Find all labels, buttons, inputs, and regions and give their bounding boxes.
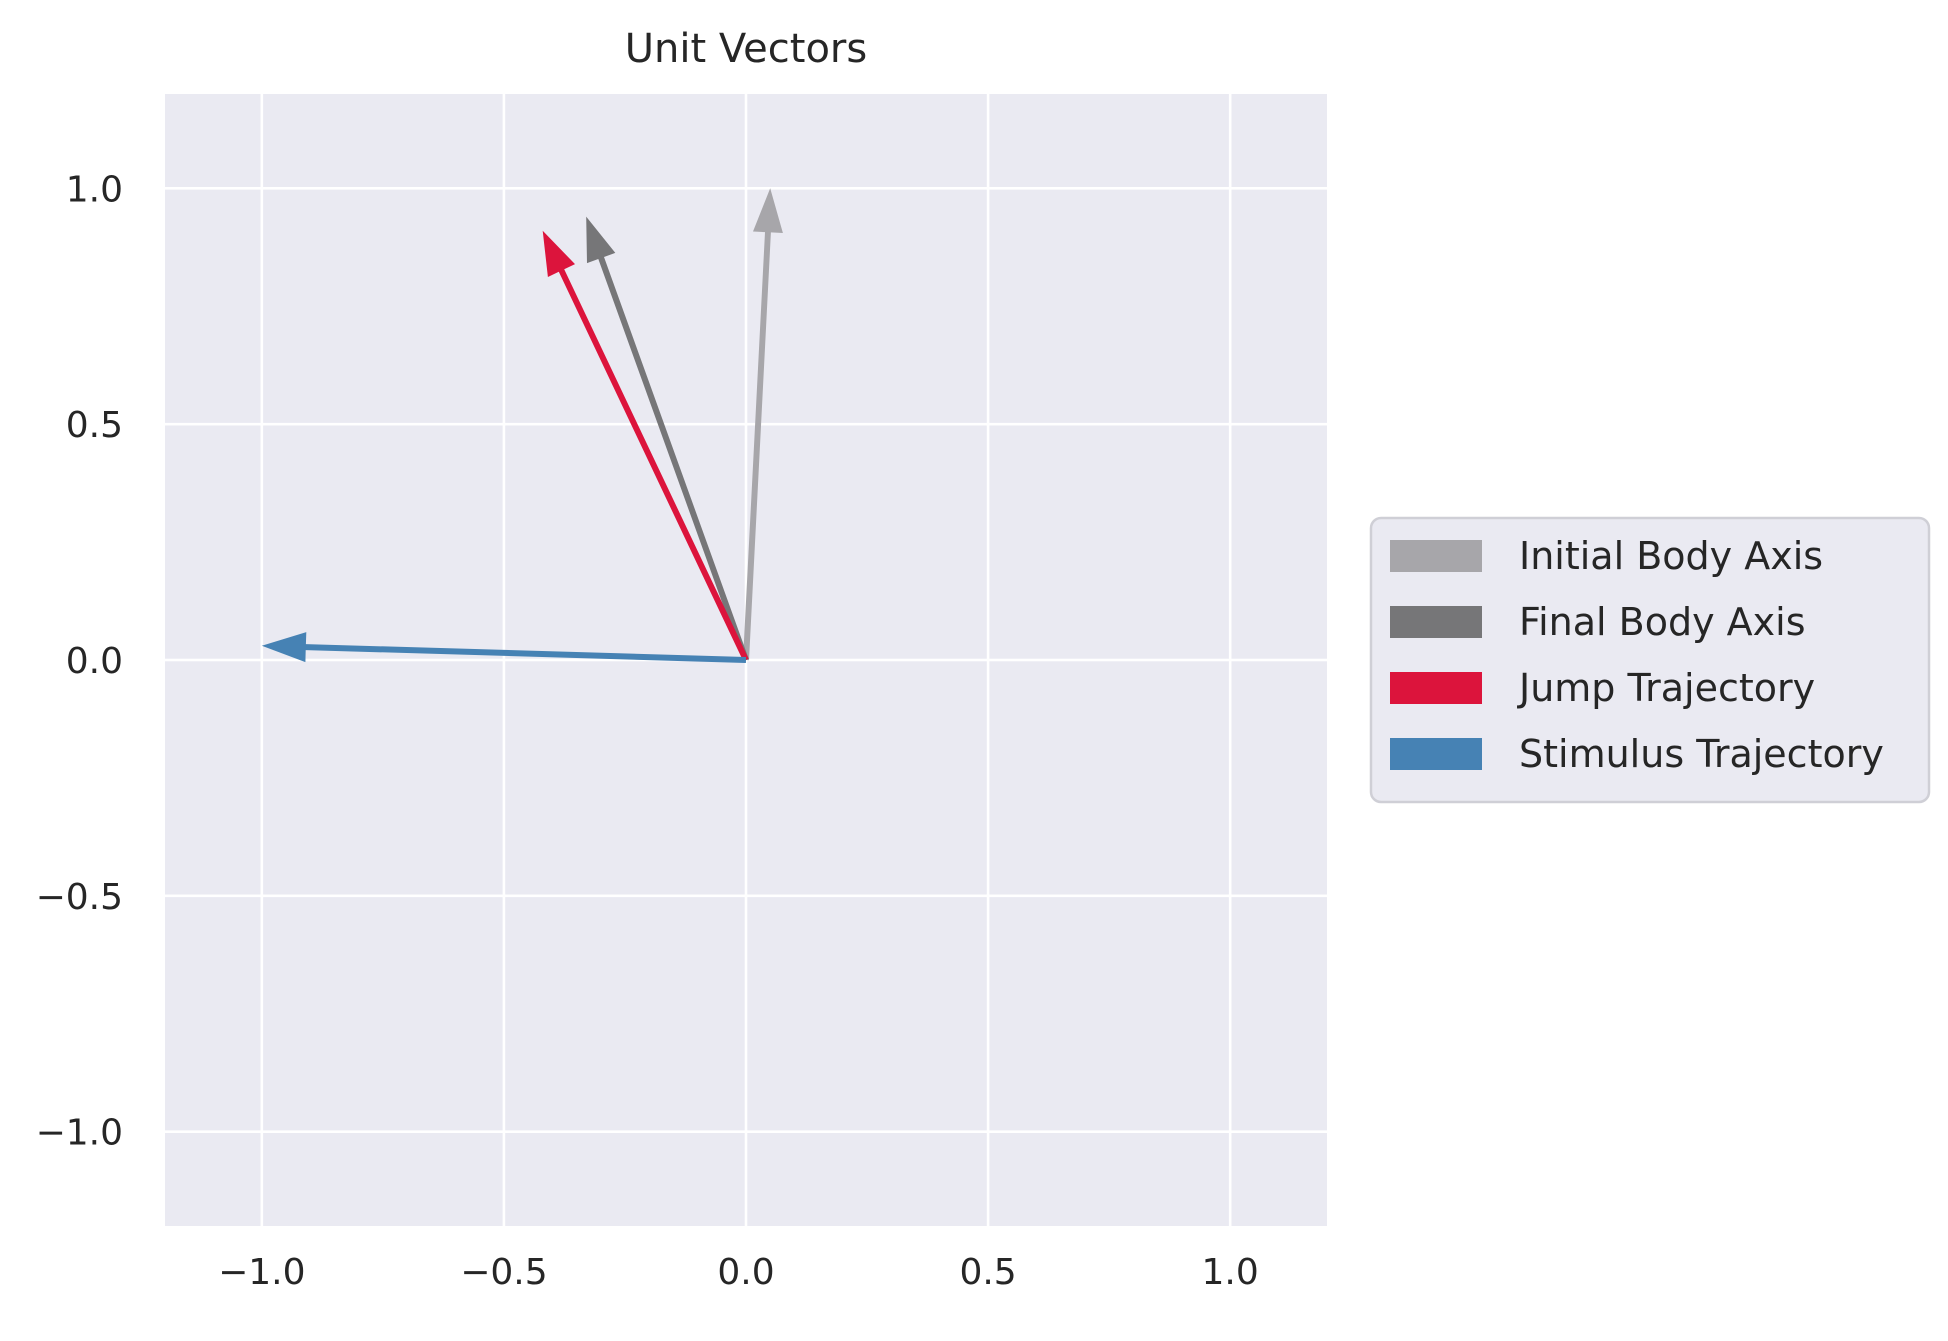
legend-label: Stimulus Trajectory [1519, 732, 1884, 776]
legend-swatch [1390, 606, 1482, 638]
x-tick-label: 1.0 [1202, 1252, 1259, 1293]
x-tick-label: −1.0 [218, 1252, 305, 1293]
legend-label: Jump Trajectory [1517, 666, 1815, 710]
y-tick-label: −0.5 [36, 877, 123, 918]
y-tick-label: 1.0 [66, 169, 123, 210]
tick-labels: −1.0 −0.5 0.0 0.5 1.0 −1.0 −0.5 0.0 0.5 1.0 [36, 169, 1259, 1293]
vector-arrow-final-body-axis [586, 216, 749, 661]
legend-frame [1369, 516, 1931, 804]
y-tick-label: −1.0 [36, 1113, 123, 1154]
chart-title: Unit Vectors [625, 26, 867, 72]
vector-arrows [261, 188, 783, 663]
y-tick-label: 0.0 [66, 641, 123, 682]
legend-swatch [1390, 738, 1482, 770]
vector-arrow-initial-body-axis [743, 188, 783, 661]
legend-swatch [1390, 540, 1482, 572]
x-tick-label: −0.5 [460, 1252, 547, 1293]
x-tick-label: 0.5 [959, 1252, 1016, 1293]
legend-label: Initial Body Axis [1519, 534, 1823, 578]
legend-swatch [1390, 672, 1482, 704]
y-tick-label: 0.5 [66, 405, 123, 446]
legend-label: Final Body Axis [1519, 600, 1806, 644]
vector-arrow-jump-trajectory [542, 230, 749, 662]
x-tick-label: 0.0 [717, 1252, 774, 1293]
vector-arrow-stimulus-trajectory [261, 632, 747, 663]
legend: Initial Body Axis Final Body Axis Jump Tra… [1369, 516, 1931, 804]
legend-items: Initial Body Axis Final Body Axis Jump Tra… [1390, 534, 1884, 776]
